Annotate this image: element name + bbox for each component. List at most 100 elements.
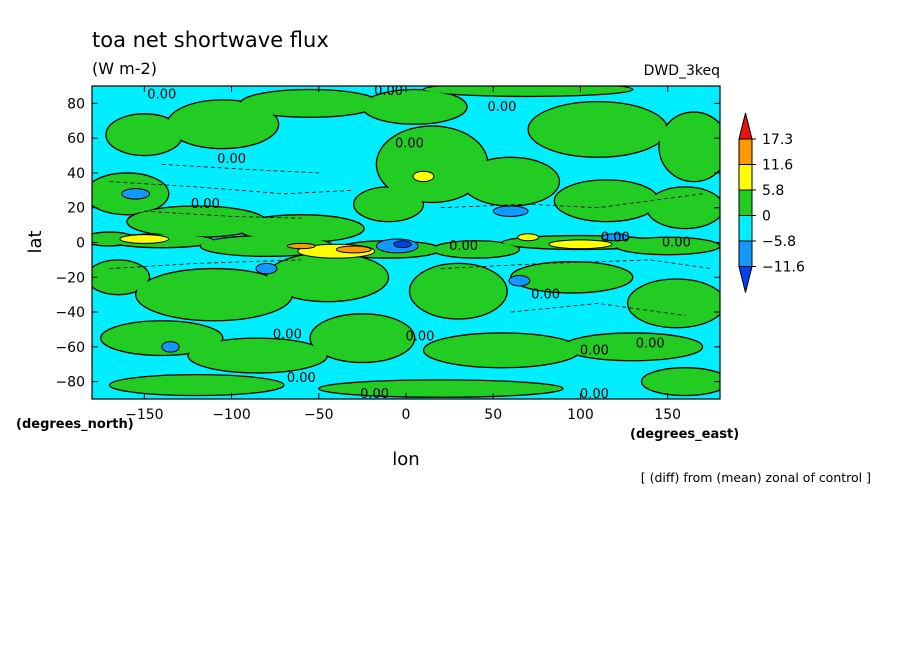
negative-contour <box>109 181 354 195</box>
positive-region-fill <box>311 314 414 362</box>
y-tick-label: 60 <box>67 131 85 147</box>
anomaly-spot <box>161 341 180 353</box>
positive-region-fill <box>239 215 363 242</box>
negative-contour <box>109 259 302 269</box>
positive-region-fill <box>189 339 327 372</box>
y-tick-label: 20 <box>67 201 85 217</box>
y-axis: −80 −60 −40 −20 0 20 40 60 80 <box>55 96 720 391</box>
contour-label: 0.00 <box>360 387 389 402</box>
positive-region-fill <box>424 86 632 96</box>
negative-contour <box>440 193 703 209</box>
footnote: [ (diff) from (mean) zonal of control ] <box>641 470 871 485</box>
positive-region-fill <box>433 241 519 257</box>
chart-title: toa net shortwave flux <box>92 28 329 52</box>
colorbar-bottom-arrow <box>738 266 753 293</box>
x-tick-label: −50 <box>304 407 334 423</box>
contour-label: 0.00 <box>449 239 478 254</box>
positive-region-fill <box>319 381 562 397</box>
y-tick-label: −20 <box>55 270 85 286</box>
contour-label: 0.00 <box>147 88 176 103</box>
anomaly-spot <box>121 188 151 200</box>
contour-label: 0.00 <box>636 336 665 351</box>
positive-region-fill <box>555 181 658 221</box>
negative-contour-lines <box>109 163 712 316</box>
colorbar-segment <box>738 240 753 267</box>
x-axis: −150 −100 −50 0 50 100 150 <box>125 86 681 423</box>
y-axis-title: lat <box>25 230 46 253</box>
positive-region-fill <box>511 262 632 292</box>
positive-region-fill <box>463 158 559 205</box>
colorbar-segment <box>738 215 753 242</box>
contour-label: 0.00 <box>662 236 691 251</box>
anomaly-spot <box>600 233 630 242</box>
y-tick-label: 40 <box>67 166 85 182</box>
positive-region-fill <box>136 269 292 320</box>
contour-label: 0.00 <box>217 152 246 167</box>
x-axis-title: lon <box>392 449 419 470</box>
positive-region-fill <box>128 207 266 237</box>
x-tick-label: 100 <box>567 407 594 423</box>
y-tick-label: 0 <box>76 236 85 252</box>
colorbar-label: −11.6 <box>762 260 805 276</box>
contour-label: 0.00 <box>601 230 630 245</box>
anomaly-spot <box>255 262 278 275</box>
positive-region-fill <box>101 321 222 355</box>
positive-region-fill <box>660 113 720 181</box>
y-tick-label: 80 <box>67 96 85 112</box>
colorbar-segment <box>738 164 753 191</box>
negative-contour <box>510 302 686 316</box>
map-area: 0.00 0.00 0.00 0.00 0.00 0.00 0.00 0.00 0.00 0.00… <box>92 84 720 402</box>
colorbar-label: 5.8 <box>762 183 784 199</box>
anomaly-spot <box>393 240 412 249</box>
contour-label: 0.00 <box>580 387 609 402</box>
anomaly-spot <box>492 205 529 217</box>
colorbar-top-arrow <box>738 112 753 140</box>
colorbar-label: 11.6 <box>762 158 793 174</box>
positive-region-fill <box>564 334 702 360</box>
contour-labels: 0.00 0.00 0.00 0.00 0.00 0.00 0.00 0.00 0.00 0.00… <box>147 84 691 402</box>
contour-label: 0.00 <box>580 343 609 358</box>
positive-region-fill <box>241 90 379 117</box>
anomaly-spot <box>548 239 613 250</box>
negative-contour <box>440 259 712 269</box>
contour-label: 0.00 <box>374 84 403 99</box>
contour-label: 0.00 <box>487 100 516 115</box>
x-tick-label: −100 <box>212 407 250 423</box>
positive-region-fill <box>92 261 149 294</box>
positive-region-fill <box>110 375 283 395</box>
negative-contour <box>161 163 319 174</box>
strong-anomaly-regions <box>119 170 630 353</box>
contour-label: 0.00 <box>273 328 302 343</box>
colorbar: 17.3 11.6 5.8 0 −5.8 −11.6 <box>738 112 805 293</box>
positive-region-fill <box>107 115 182 155</box>
y-tick-label: −40 <box>55 305 85 321</box>
positive-region-fill <box>363 90 466 124</box>
chart-subtitle: (W m-2) <box>92 59 157 78</box>
anomaly-spot <box>119 234 170 244</box>
positive-region-fill <box>424 334 580 367</box>
positive-region-fill <box>410 264 506 318</box>
x-units-label: (degrees_east) <box>630 427 739 442</box>
anomaly-spot <box>412 170 435 183</box>
x-tick-label: 0 <box>402 407 411 423</box>
anomaly-spot <box>335 245 372 254</box>
positive-region-fill <box>616 238 719 254</box>
x-tick-label: 150 <box>654 407 681 423</box>
colorbar-segment <box>738 138 753 165</box>
positive-region-fill <box>377 127 487 202</box>
colorbar-label: 0 <box>762 209 771 225</box>
y-units-label: (degrees_north) <box>16 417 134 432</box>
negative-contour <box>144 210 302 219</box>
positive-region-fill <box>267 254 388 301</box>
positive-region-fill <box>642 368 720 395</box>
positive-region-fill <box>628 280 720 327</box>
x-tick-label: 50 <box>484 407 502 423</box>
anomaly-spot <box>508 275 531 287</box>
colorbar-segment <box>738 189 753 216</box>
colorbar-label: −5.8 <box>762 234 796 250</box>
positive-region-fill <box>168 101 278 148</box>
y-tick-label: −60 <box>55 340 85 356</box>
contour-label: 0.00 <box>191 197 220 212</box>
contour-label: 0.00 <box>531 288 560 303</box>
